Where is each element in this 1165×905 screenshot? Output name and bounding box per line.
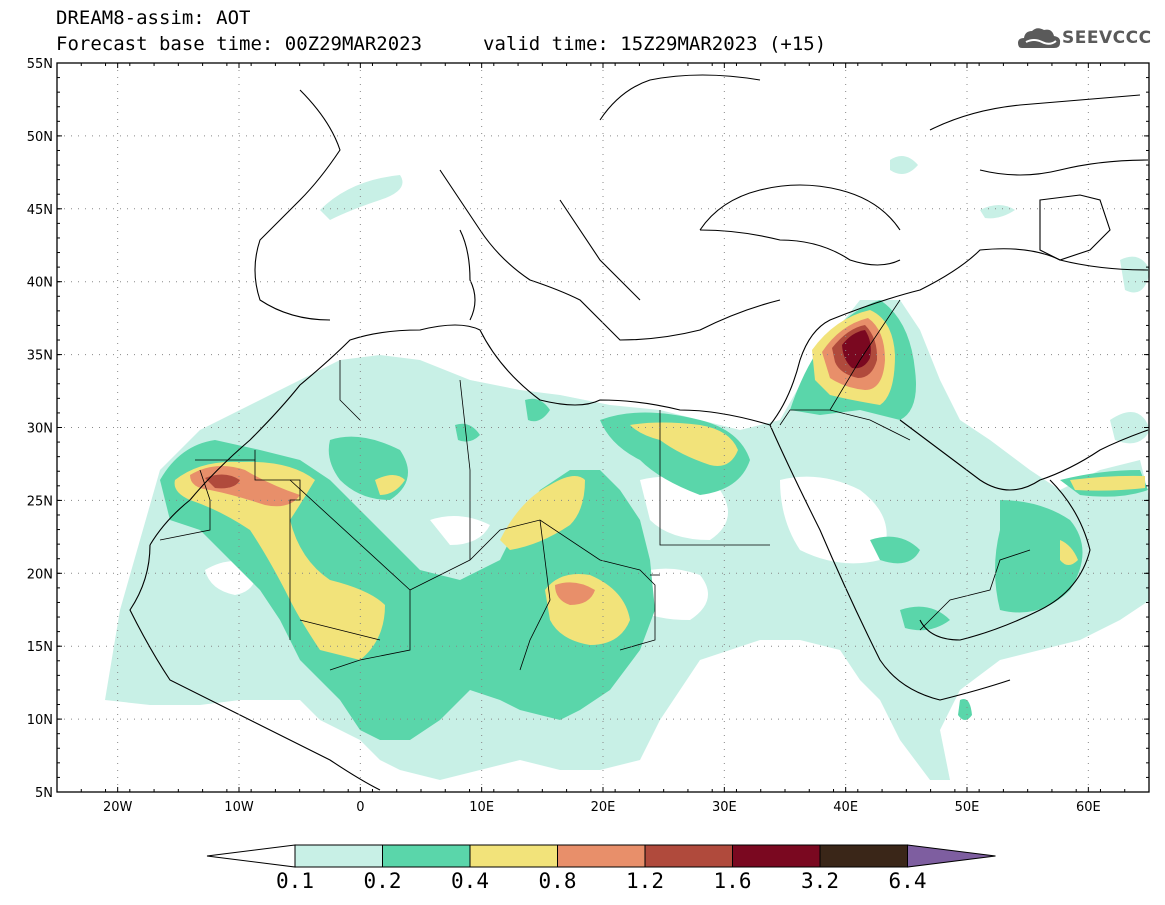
forecast-base-time: Forecast base time: 00Z29MAR2023 — [56, 33, 423, 55]
lat-label: 40N — [27, 276, 53, 291]
legend-upper-arrow — [907, 844, 996, 868]
lon-label: 10W — [224, 800, 254, 815]
lat-label: 30N — [27, 422, 53, 437]
lat-label: 10N — [27, 713, 53, 728]
lon-label: 40E — [833, 800, 858, 815]
coastlines — [129, 74, 1149, 791]
lon-label: 20W — [103, 800, 133, 815]
lat-label: 5N — [35, 786, 53, 801]
legend-label: 0.1 — [276, 869, 314, 893]
legend-swatch — [732, 844, 821, 868]
lon-label: 20E — [591, 800, 616, 815]
map-title: DREAM8-assim: AOT — [56, 7, 251, 29]
axis-labels: 55N 50N 45N 40N 35N 30N 25N 20N 15N 10N 5N 20W 10W 0 1… — [27, 57, 1101, 815]
legend-swatch — [382, 844, 471, 868]
lat-label: 35N — [27, 349, 53, 364]
legend-label: 3.2 — [801, 869, 839, 893]
legend-swatch — [644, 844, 733, 868]
axis-ticks — [56, 62, 1150, 793]
lat-label: 25N — [27, 494, 53, 509]
aot-field — [105, 156, 1149, 780]
lon-label: 0 — [356, 800, 364, 815]
valid-time: valid time: 15Z29MAR2023 (+15) — [483, 33, 827, 55]
legend-swatch — [294, 844, 383, 868]
logo-text: SEEVCCC — [1062, 28, 1152, 48]
color-legend: 0.1 0.2 0.4 0.8 1.2 1.6 3.2 6.4 — [206, 844, 996, 893]
lat-label: 45N — [27, 203, 53, 218]
lat-label: 15N — [27, 640, 53, 655]
legend-swatch — [819, 844, 908, 868]
legend-swatch — [469, 844, 558, 868]
country-borders — [159, 299, 1031, 671]
legend-label: 1.6 — [714, 869, 752, 893]
legend-lower-arrow — [206, 844, 296, 868]
lon-label: 10E — [469, 800, 494, 815]
lat-label: 50N — [27, 130, 53, 145]
lon-label: 30E — [712, 800, 737, 815]
aot-0.4-region — [174, 310, 1145, 660]
aot-1.6-region — [842, 330, 871, 369]
lon-label: 60E — [1076, 800, 1101, 815]
legend-swatch — [557, 844, 646, 868]
cloud-icon — [1018, 28, 1061, 48]
graticule — [57, 63, 1149, 792]
legend-label: 0.8 — [539, 869, 577, 893]
legend-label: 1.2 — [626, 869, 664, 893]
legend-label: 6.4 — [889, 869, 927, 893]
lat-label: 20N — [27, 567, 53, 582]
legend-label: 0.4 — [451, 869, 489, 893]
lon-label: 50E — [955, 800, 980, 815]
lat-label: 55N — [27, 57, 53, 72]
legend-label: 0.2 — [364, 869, 402, 893]
